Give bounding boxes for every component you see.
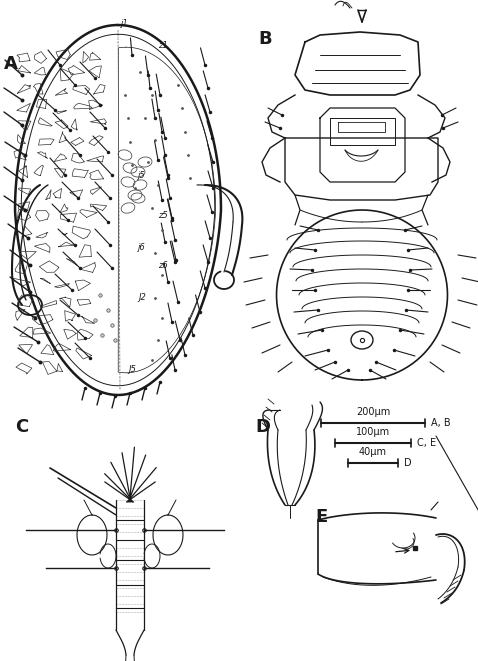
Text: j6: j6 bbox=[138, 243, 146, 253]
Text: 100μm: 100μm bbox=[356, 427, 390, 437]
Text: z1: z1 bbox=[158, 40, 168, 50]
Text: j1: j1 bbox=[121, 19, 129, 28]
Text: B: B bbox=[258, 30, 272, 48]
Text: 200μm: 200μm bbox=[356, 407, 390, 417]
Text: z6: z6 bbox=[158, 260, 168, 270]
Text: D: D bbox=[255, 418, 270, 436]
Text: J5: J5 bbox=[128, 366, 136, 375]
Text: 40μm: 40μm bbox=[359, 447, 387, 457]
Text: J2: J2 bbox=[138, 293, 146, 303]
Text: C, E: C, E bbox=[417, 438, 436, 448]
Text: E: E bbox=[315, 508, 327, 526]
Text: z5: z5 bbox=[158, 210, 168, 219]
Text: D: D bbox=[404, 458, 412, 468]
Text: j5: j5 bbox=[138, 171, 146, 180]
Text: A: A bbox=[4, 55, 18, 73]
Text: C: C bbox=[15, 418, 28, 436]
Text: A, B: A, B bbox=[431, 418, 451, 428]
